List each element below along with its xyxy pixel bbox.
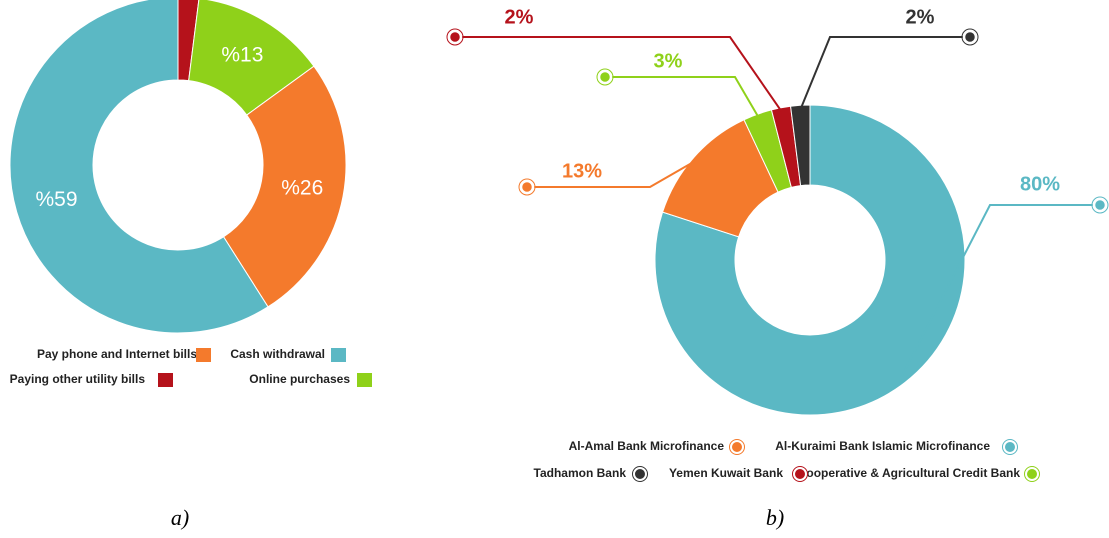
data-label: %26	[281, 176, 323, 199]
legend-label: Paying other utility bills	[10, 372, 146, 386]
leader-dot	[447, 29, 463, 45]
leader-line	[799, 36, 970, 110]
leader-line	[605, 76, 760, 119]
leader-line	[455, 36, 783, 113]
legend-swatch	[196, 348, 211, 362]
donut-segment	[790, 104, 811, 187]
legend-swatch	[793, 467, 807, 481]
leader-dot-ring	[961, 28, 979, 46]
leader-line	[527, 159, 698, 188]
leader-dot-ring	[518, 178, 536, 196]
legend-label: Tadhamon Bank	[534, 466, 627, 480]
legend-label: Yemen Kuwait Bank	[669, 466, 783, 480]
leader-dot	[597, 69, 613, 85]
legend-label: Al-Kuraimi Bank Islamic Microfinance	[775, 439, 990, 453]
legend-label: Cooperative & Agricultural Credit Bank	[798, 466, 1021, 480]
donut-segment	[222, 65, 347, 308]
donut-segment	[9, 0, 269, 334]
data-label: 3%	[654, 50, 683, 72]
legend-swatch-ring	[1024, 466, 1040, 482]
legend-swatch	[730, 440, 744, 454]
legend-swatch-ring	[729, 439, 745, 455]
legend-label: Cash withdrawal	[230, 347, 325, 361]
leader-dot	[1092, 197, 1108, 213]
caption: b)	[766, 505, 784, 530]
legend-swatch	[1025, 467, 1039, 481]
leader-line	[897, 204, 1100, 383]
leader-dot	[519, 179, 535, 195]
leader-dot-ring	[1091, 196, 1109, 214]
data-label: 2%	[505, 6, 534, 28]
leader-dot-ring	[596, 68, 614, 86]
leader-dot	[962, 29, 978, 45]
legend-swatch	[158, 373, 173, 387]
donut-segment	[654, 104, 966, 416]
legend-swatch	[331, 348, 346, 362]
legend-swatch	[357, 373, 372, 387]
data-label: 80%	[1020, 173, 1060, 195]
legend-swatch	[1003, 440, 1017, 454]
legend-label: Al-Amal Bank Microfinance	[569, 439, 725, 453]
data-label: 2%	[906, 6, 935, 28]
leader-dot-ring	[446, 28, 464, 46]
legend-label: Online purchases	[249, 372, 350, 386]
legend-label: Pay phone and Internet bills	[37, 347, 197, 361]
legend-swatch-ring	[632, 466, 648, 482]
data-label: 13%	[562, 160, 602, 182]
legend-swatch-ring	[1002, 439, 1018, 455]
data-label: %13	[221, 44, 263, 67]
data-label: %59	[36, 188, 78, 211]
caption: a)	[171, 505, 189, 530]
legend-swatch	[633, 467, 647, 481]
legend-swatch-ring	[792, 466, 808, 482]
